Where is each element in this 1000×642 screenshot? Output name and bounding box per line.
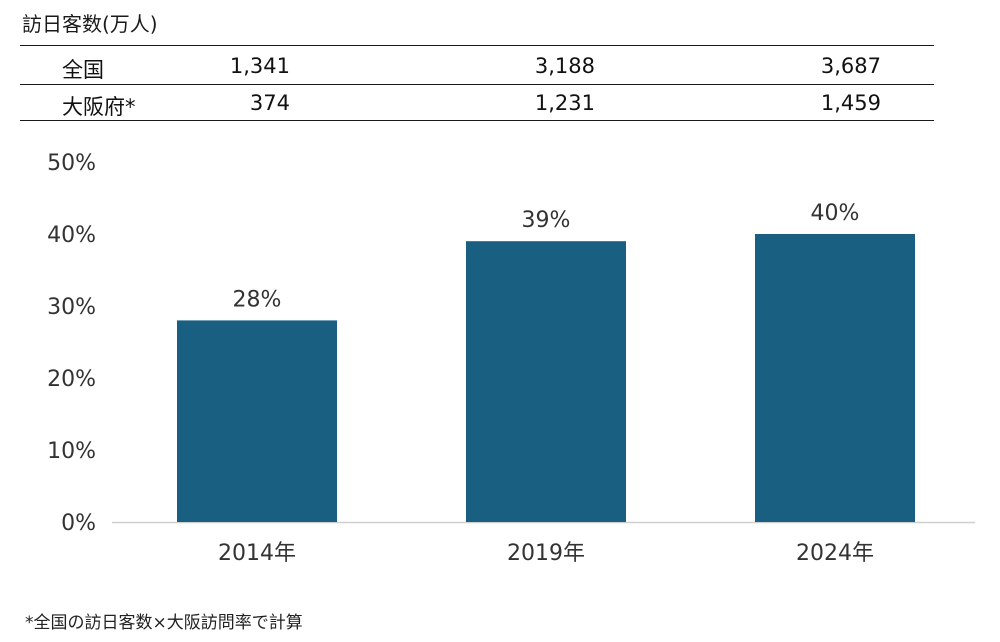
y-tick-label: 30% (47, 295, 96, 320)
table-bottom-rule (20, 120, 934, 121)
table-top-rule (20, 45, 934, 46)
y-tick-label: 0% (61, 511, 96, 536)
x-tick-label: 2014年 (218, 541, 296, 566)
footnote: *全国の訪日客数×大阪訪問率で計算 (25, 613, 303, 633)
table-cell: 1,231 (534, 91, 595, 115)
bar (755, 234, 915, 522)
y-tick-label: 20% (47, 367, 96, 392)
table-row: 大阪府* 374 1,231 1,459 (20, 85, 934, 121)
data-label: 40% (811, 201, 860, 226)
table-cell: 3,687 (820, 54, 881, 78)
data-label: 39% (522, 208, 571, 233)
bar (466, 241, 626, 522)
bar (177, 320, 337, 522)
bar-chart: 0% 10% 20% 30% 40% 50% 28% 2014年 39% 2019年 40% 2024… (47, 151, 975, 566)
y-tick-label: 50% (47, 151, 96, 176)
x-tick-label: 2024年 (796, 541, 874, 566)
table-cell: 3,188 (534, 54, 595, 78)
row-label: 大阪府* (62, 95, 136, 119)
table-mid-rule (20, 84, 934, 85)
table-title: 訪日客数(万人) (22, 12, 158, 36)
table-cell: 374 (249, 91, 290, 115)
data-label: 28% (233, 287, 282, 312)
table-cell: 1,459 (820, 91, 881, 115)
y-tick-label: 10% (47, 439, 96, 464)
x-tick-label: 2019年 (507, 541, 585, 566)
row-label: 全国 (62, 58, 104, 82)
y-tick-label: 40% (47, 223, 96, 248)
table-row: 全国 1,341 3,188 3,687 (20, 48, 934, 84)
table-cell: 1,341 (229, 54, 290, 78)
